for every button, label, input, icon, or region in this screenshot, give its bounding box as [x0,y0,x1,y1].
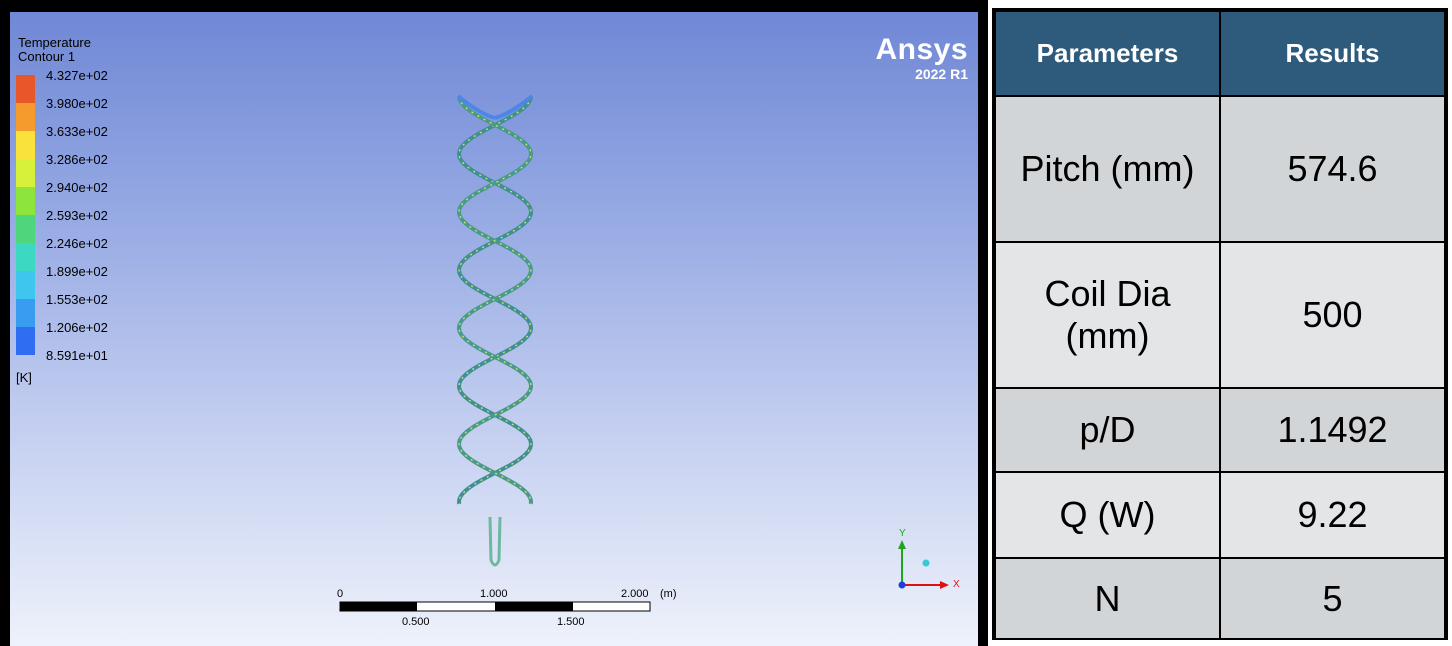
value-cell: 574.6 [1219,95,1446,243]
colorbar-tick-label: 2.593e+02 [46,208,108,223]
double-helix-coil [456,94,534,505]
value-cell: 9.22 [1219,471,1446,559]
graphics-scene[interactable]: Temperature Contour 1 4.327e+02 3.980e+02… [10,12,978,646]
colorbar-segment [16,299,35,327]
scale-label-2: 2.000 [621,588,649,600]
coil-strand-texture [458,95,532,505]
colorbar-segment [16,271,35,299]
table-row: Pitch (mm) 574.6 [994,95,1446,243]
helical-coil-geometry [339,94,949,612]
scale-label-0: 0 [337,588,344,600]
colorbar-tick-label: 4.327e+02 [46,68,108,83]
colorbar-tick-label: 3.980e+02 [46,96,108,111]
temperature-colorbar [16,75,35,355]
legend-subtitle: Contour 1 [18,49,76,64]
coil-top-end-left [456,94,496,120]
colorbar-unit: [K] [16,370,32,385]
results-table-panel: Parameters Results Pitch (mm) 574.6 Coil… [992,8,1448,640]
param-cell: p/D [994,387,1221,473]
ansys-logo: Ansys 2022 R1 [875,33,968,83]
value-cell: 5 [1219,557,1446,640]
header-parameters: Parameters [994,10,1221,97]
param-cell: N [994,557,1221,640]
axis-triad [898,540,949,589]
table-row: Coil Dia (mm) 500 [994,241,1446,389]
coil-strand [456,95,534,505]
coil-u-bend [488,516,502,567]
param-cell: Pitch (mm) [994,95,1221,243]
colorbar-tick-label: 3.286e+02 [46,152,108,167]
scale-unit: (m) [660,588,677,600]
colorbar-tick-label: 1.899e+02 [46,264,108,279]
colorbar-tick-label: 2.246e+02 [46,236,108,251]
colorbar-tick-label: 8.591e+01 [46,348,108,363]
brand-version: 2022 R1 [915,66,968,82]
colorbar-tick-label: 1.206e+02 [46,320,108,335]
scale-label-0-5: 0.500 [402,616,430,628]
colorbar-tick-label: 2.940e+02 [46,180,108,195]
ansys-viewport[interactable]: Temperature Contour 1 4.327e+02 3.980e+02… [0,0,988,646]
coil-top-end-right [494,94,534,120]
colorbar-segment [16,75,35,103]
value-cell: 500 [1219,241,1446,389]
param-cell: Coil Dia (mm) [994,241,1221,389]
value-cell: 1.1492 [1219,387,1446,473]
table-row: Q (W) 9.22 [994,471,1446,559]
colorbar-segment [16,159,35,187]
colorbar-segment [16,103,35,131]
table-row: N 5 [994,557,1446,640]
scale-label-1-5: 1.500 [557,616,585,628]
parameters-results-table: Parameters Results Pitch (mm) 574.6 Coil… [994,10,1446,640]
y-axis-label: Y [899,528,906,539]
x-axis-label: X [953,579,960,590]
scale-bar [339,601,651,612]
table-row: p/D 1.1492 [994,387,1446,473]
colorbar-segment [16,187,35,215]
colorbar-tick-label: 1.553e+02 [46,292,108,307]
colorbar-segment [16,243,35,271]
header-results: Results [1219,10,1446,97]
param-cell: Q (W) [994,471,1221,559]
legend-title: Temperature [18,35,91,50]
table-header-row: Parameters Results [994,10,1446,97]
colorbar-tick-label: 3.633e+02 [46,124,108,139]
scale-label-1: 1.000 [480,588,508,600]
colorbar-segment [16,327,35,355]
colorbar-segment [16,215,35,243]
brand-name: Ansys [875,33,968,66]
colorbar-segment [16,131,35,159]
